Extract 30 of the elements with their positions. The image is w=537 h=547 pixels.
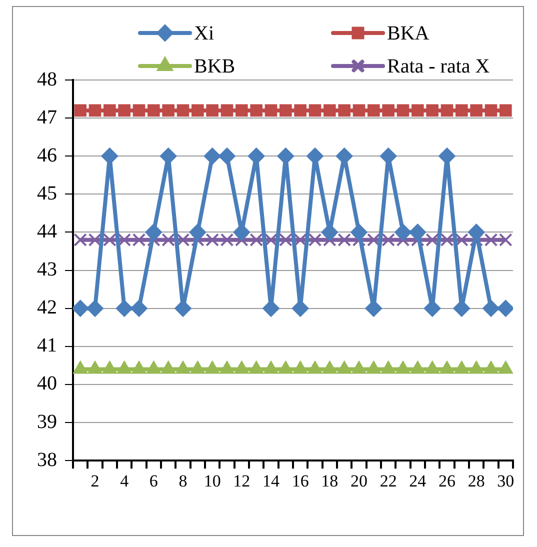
x-tick-label: 8 [178,471,188,490]
x-tick-label: 26 [438,471,456,490]
y-tick-label: 43 [37,258,57,281]
x-tick-label: 4 [120,471,130,490]
x-tick-label: 24 [409,471,427,490]
x-tick-label: 18 [321,471,338,490]
legend-label: Xi [194,22,214,44]
x-tick-label: 2 [90,471,100,490]
y-tick-label: 41 [37,334,57,357]
x-tick-label: 22 [380,471,397,490]
x-tick-label: 6 [149,471,158,490]
legend-label: BKA [387,22,430,44]
legend-label: Rata - rata X [387,55,490,78]
x-tick-label: 10 [204,471,221,490]
x-tick-label: 30 [497,471,514,490]
y-tick-label: 44 [37,220,57,242]
x-tick-label: 28 [468,471,485,490]
y-tick-label: 45 [37,182,57,204]
x-tick-label: 12 [233,471,250,490]
y-tick-label: 46 [37,144,57,166]
y-tick-label: 47 [37,106,57,128]
y-tick-label: 42 [37,296,57,319]
legend-label: BKB [194,55,236,78]
y-tick-label: 40 [37,372,57,395]
y-tick-label: 39 [37,410,57,433]
x-tick-label: 20 [350,471,368,490]
x-tick-label: 16 [292,471,309,490]
x-tick-label: 14 [262,471,280,490]
y-tick-label: 38 [37,448,57,471]
y-tick-label: 48 [37,68,57,90]
